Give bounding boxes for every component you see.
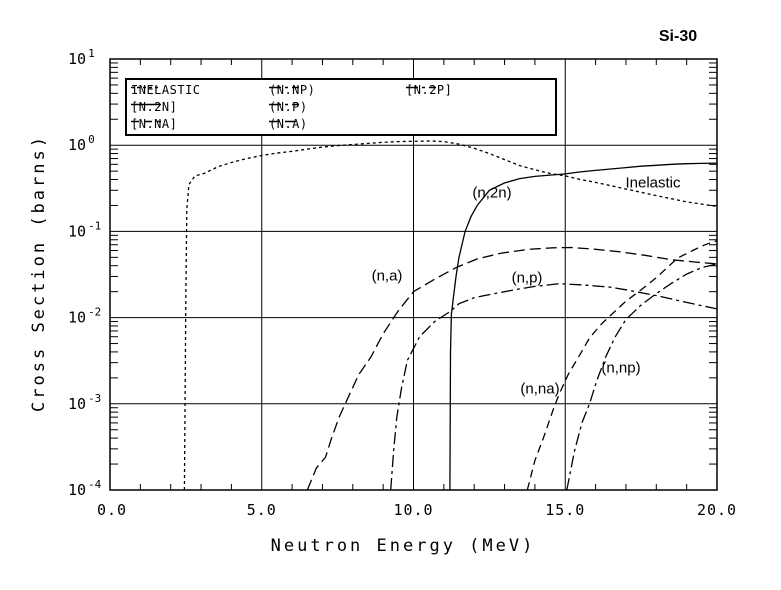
legend-box: INELASTIC [N.2N] [N.NA] (N.NP) (N.P) (N.A) [N.… bbox=[125, 78, 557, 136]
legend-entry-nnp: (N.NP) bbox=[269, 82, 315, 97]
y-tick-label: 10 -3 bbox=[68, 392, 101, 413]
curves-group bbox=[183, 140, 717, 490]
x-tick-label: 10.0 bbox=[393, 501, 433, 519]
legend-label: INELASTIC bbox=[131, 82, 201, 97]
legend-label: (N.NP) bbox=[269, 82, 316, 97]
curve-nna bbox=[526, 240, 717, 490]
y-tick-label: 10 -2 bbox=[68, 306, 101, 327]
y-tick-label: 10 -1 bbox=[68, 219, 101, 240]
curve-np bbox=[390, 283, 717, 490]
legend-entry-n2p: [N.2P] bbox=[406, 82, 452, 97]
x-tick-label: 15.0 bbox=[545, 501, 585, 519]
curve-label: (n,np) bbox=[601, 359, 641, 377]
legend-label: [N.NA] bbox=[131, 116, 178, 131]
legend-label: (N.A) bbox=[269, 116, 308, 131]
legend-entry-nna: [N.NA] bbox=[131, 116, 177, 131]
curve-label: Inelastic bbox=[625, 174, 681, 192]
legend-line-sample bbox=[269, 86, 299, 89]
legend-entry-inelastic: INELASTIC bbox=[131, 82, 201, 97]
legend-entry-n2n: [N.2N] bbox=[131, 99, 177, 114]
plot-title: Si-30 bbox=[658, 28, 698, 45]
curve-label: (n,na) bbox=[520, 380, 560, 398]
curve-na bbox=[306, 246, 717, 490]
curve-n2n bbox=[449, 162, 717, 490]
curve-label: (n,a) bbox=[371, 267, 403, 285]
legend-line-sample bbox=[131, 120, 161, 123]
curve-label: (n,2n) bbox=[472, 184, 512, 202]
plot-frame bbox=[109, 58, 718, 491]
legend-entry-na: (N.A) bbox=[269, 116, 308, 131]
legend-label: [N.2P] bbox=[406, 82, 453, 97]
legend-entry-np: (N.P) bbox=[269, 99, 308, 114]
legend-line-sample bbox=[269, 103, 299, 106]
y-tick-label: 10 -4 bbox=[68, 478, 102, 499]
legend-line-sample bbox=[406, 86, 436, 89]
x-tick-label: 5.0 bbox=[247, 501, 277, 519]
y-tick-label: 10 0 bbox=[68, 133, 95, 154]
y-axis-title: Cross Section (barns) bbox=[29, 134, 49, 412]
x-axis-title: Neutron Energy (MeV) bbox=[270, 536, 536, 556]
curve-nnp bbox=[566, 263, 717, 490]
legend-label: [N.2N] bbox=[131, 99, 178, 114]
legend-line-sample bbox=[269, 120, 299, 123]
legend-label: (N.P) bbox=[269, 99, 308, 114]
x-tick-label: 0.0 bbox=[97, 501, 127, 519]
x-tick-label: 20.0 bbox=[697, 501, 737, 519]
y-tick-label: 10 1 bbox=[68, 47, 95, 68]
curve-label: (n,p) bbox=[511, 269, 543, 287]
legend-line-sample bbox=[131, 86, 161, 89]
legend-line-sample bbox=[131, 103, 161, 106]
